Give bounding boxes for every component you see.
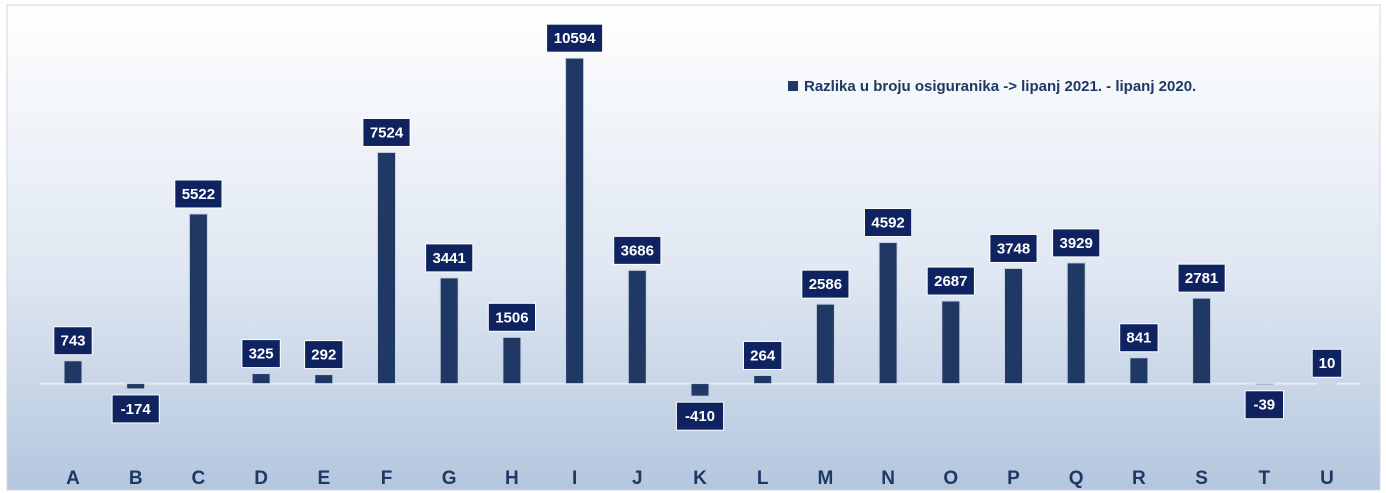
x-tick-label: N: [881, 468, 895, 489]
value-label: 5522: [182, 186, 215, 203]
bar: [565, 57, 585, 385]
bar: [1254, 383, 1274, 386]
x-tick-label: B: [129, 468, 143, 489]
x-tick-label: U: [1320, 468, 1334, 489]
value-label-box: [111, 394, 160, 424]
value-label-box: [304, 340, 344, 370]
bar: [63, 360, 83, 385]
value-label: 3929: [1060, 235, 1093, 252]
x-tick-label: F: [381, 468, 393, 489]
value-label: 1506: [495, 309, 528, 326]
bar: [439, 277, 459, 385]
value-label-box: [989, 233, 1038, 263]
value-label-box: [743, 340, 783, 370]
value-label: 264: [750, 347, 776, 364]
x-tick-label: G: [442, 468, 457, 489]
bar: [377, 151, 396, 385]
bar: [251, 373, 271, 385]
legend-label: Razlika u broju osiguranika -> lipanj 20…: [804, 78, 1196, 95]
x-tick-label: D: [254, 468, 268, 489]
value-label-box: [362, 117, 411, 147]
bar: [690, 383, 710, 397]
value-label: 2781: [1185, 270, 1218, 287]
value-label-box: [1177, 263, 1226, 293]
value-label-box: [1052, 228, 1101, 258]
value-label: 2687: [934, 273, 967, 290]
x-tick-label: Q: [1069, 468, 1084, 489]
bar: [126, 383, 146, 390]
value-label: 7524: [370, 124, 404, 141]
value-label: -39: [1253, 397, 1275, 414]
x-tick-label: R: [1132, 468, 1146, 489]
value-label: 3441: [433, 250, 466, 267]
bar: [188, 213, 208, 385]
value-label: 2586: [809, 276, 842, 293]
bar: [941, 300, 961, 385]
value-label-box: [675, 401, 725, 431]
bar: [627, 269, 647, 385]
x-tick-label: P: [1007, 468, 1020, 489]
value-label: 10594: [554, 30, 596, 47]
x-tick-label: K: [693, 468, 707, 489]
x-tick-label: S: [1195, 468, 1208, 489]
legend-swatch: [788, 81, 798, 91]
value-label-box: [425, 243, 474, 273]
value-label-box: [1119, 323, 1159, 353]
legend: Razlika u broju osiguranika -> lipanj 20…: [788, 78, 1196, 95]
bar: [502, 336, 522, 385]
value-label: 743: [60, 333, 85, 350]
x-tick-label: J: [632, 468, 643, 489]
value-label: 4592: [871, 215, 904, 232]
x-tick-label: A: [66, 468, 80, 489]
value-label-box: [546, 23, 604, 53]
bar: [753, 374, 773, 385]
value-label-box: [613, 235, 662, 265]
bar: [314, 374, 334, 385]
value-label: -410: [685, 408, 715, 425]
value-label-box: [864, 208, 913, 238]
value-label-box: [53, 326, 93, 356]
value-label-box: [487, 302, 536, 332]
x-tick-label: I: [572, 468, 577, 489]
x-tick-label: T: [1258, 468, 1270, 489]
value-label: 292: [311, 347, 336, 364]
x-tick-label: O: [943, 468, 958, 489]
bar: [1129, 357, 1149, 385]
value-label-box: [241, 339, 281, 369]
value-label: 3748: [997, 240, 1030, 257]
value-label: 325: [249, 346, 274, 363]
bar: [1192, 297, 1212, 385]
bar: [1004, 267, 1023, 385]
bar: [1066, 262, 1086, 385]
value-label: 841: [1126, 330, 1151, 347]
value-label-box: [174, 179, 223, 209]
value-label: 3686: [621, 242, 654, 259]
value-label: -174: [121, 401, 152, 418]
value-label-box: [926, 266, 975, 296]
x-tick-label: L: [757, 468, 769, 489]
value-label-box: [1244, 390, 1284, 420]
x-tick-label: C: [192, 468, 206, 489]
bar: [815, 303, 835, 385]
x-tick-label: M: [817, 468, 833, 489]
x-tick-label: H: [505, 468, 519, 489]
value-label-box: [1311, 348, 1343, 378]
value-label: 10: [1319, 355, 1336, 372]
value-label-box: [801, 269, 850, 299]
bar: [878, 242, 898, 385]
bar: [1317, 382, 1337, 385]
x-tick-label: E: [317, 468, 330, 489]
